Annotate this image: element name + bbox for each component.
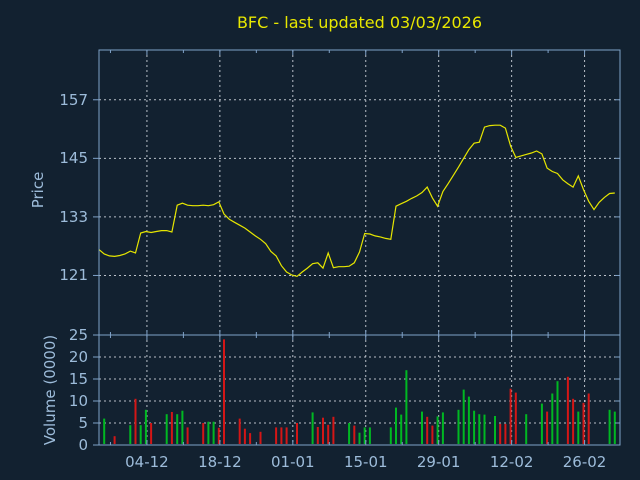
volume-bar [483, 414, 486, 444]
volume-bar [332, 416, 335, 444]
volume-bar [259, 431, 262, 444]
volume-bar [509, 388, 512, 444]
volume-bar [426, 416, 429, 444]
volume-bar [249, 433, 252, 444]
volume-bar [275, 427, 278, 444]
volume-bar [405, 370, 408, 444]
volume-bar [572, 398, 575, 444]
volume-bar [129, 425, 132, 444]
volume-bar [457, 409, 460, 444]
x-axis-tick-label: 29-01 [416, 453, 461, 471]
volume-bar [431, 425, 434, 444]
volume-bar [556, 381, 559, 444]
volume-bar [462, 389, 465, 444]
volume-bar [311, 412, 314, 444]
volume-bar [587, 393, 590, 444]
volume-bar [504, 423, 507, 444]
volume-bar [478, 414, 481, 444]
price-y-tick-label: 133 [59, 207, 88, 226]
volume-bar [577, 411, 580, 444]
volume-bar [134, 398, 137, 444]
volume-y-tick-label: 15 [68, 370, 88, 388]
price-y-tick-label: 157 [59, 90, 88, 109]
volume-bar [467, 396, 470, 444]
volume-bar [546, 411, 549, 444]
volume-bar [613, 411, 616, 444]
x-axis-tick-label: 04-12 [125, 453, 169, 471]
volume-y-tick-label: 20 [68, 348, 88, 366]
x-axis-tick-label: 01-01 [271, 453, 315, 471]
x-axis-tick-label: 15-01 [343, 453, 388, 471]
volume-bar [243, 428, 246, 444]
volume-bar [421, 411, 423, 444]
volume-bar [540, 403, 543, 444]
volume-bar [441, 412, 444, 444]
volume-bar [316, 427, 319, 444]
volume-bar [207, 421, 210, 444]
price-y-tick-label: 145 [59, 149, 88, 168]
volume-bar [238, 418, 241, 444]
volume-bar [327, 424, 330, 444]
volume-y-tick-label: 25 [68, 326, 88, 344]
volume-bar [566, 376, 569, 444]
volume-bar [353, 425, 356, 444]
volume-bar [202, 423, 205, 444]
volume-bar [176, 414, 179, 444]
volume-bar [212, 421, 215, 444]
price-plot-frame [98, 49, 621, 336]
price-axis-title-text: Price [29, 171, 47, 209]
volume-bar [494, 416, 496, 444]
volume-bar [223, 339, 225, 444]
volume-bar [217, 427, 220, 444]
volume-bar [280, 427, 283, 444]
x-axis-tick-label: 18-12 [198, 453, 242, 471]
volume-bar [608, 409, 611, 444]
volume-plot-frame [98, 334, 621, 446]
volume-bar [150, 423, 153, 444]
volume-bar [525, 414, 528, 444]
volume-bar [551, 393, 554, 444]
volume-bar [113, 436, 116, 444]
volume-bar [165, 414, 168, 444]
volume-bar [400, 414, 403, 444]
volume-bar [181, 410, 184, 444]
volume-y-tick-label: 0 [78, 436, 88, 454]
volume-bar [358, 432, 361, 444]
chart-title: BFC - last updated 03/03/2026 [236, 13, 483, 32]
volume-bar [103, 418, 106, 444]
volume-bar [296, 423, 298, 444]
volume-bar [582, 402, 585, 444]
x-axis-tick-label: 26-02 [562, 453, 607, 471]
price-line [98, 124, 615, 278]
volume-bar [144, 409, 147, 444]
volume-bar [368, 427, 371, 444]
volume-bar [499, 423, 502, 444]
volume-bar [514, 392, 517, 444]
volume-bar [348, 423, 351, 444]
x-axis-tick-label: 12-02 [489, 453, 534, 471]
price-y-tick-label: 121 [59, 266, 88, 285]
volume-bar [473, 410, 476, 444]
volume-bar [395, 407, 397, 444]
volume-y-tick-label: 5 [78, 414, 88, 432]
volume-bar [139, 425, 142, 444]
volume-bar [389, 427, 392, 444]
volume-bar [186, 427, 189, 444]
volume-bar [436, 416, 439, 444]
volume-bar [322, 417, 324, 444]
volume-y-tick-label: 10 [68, 392, 88, 410]
volume-bar [363, 427, 366, 444]
volume-bar [285, 427, 288, 444]
volume-bar [170, 412, 173, 444]
